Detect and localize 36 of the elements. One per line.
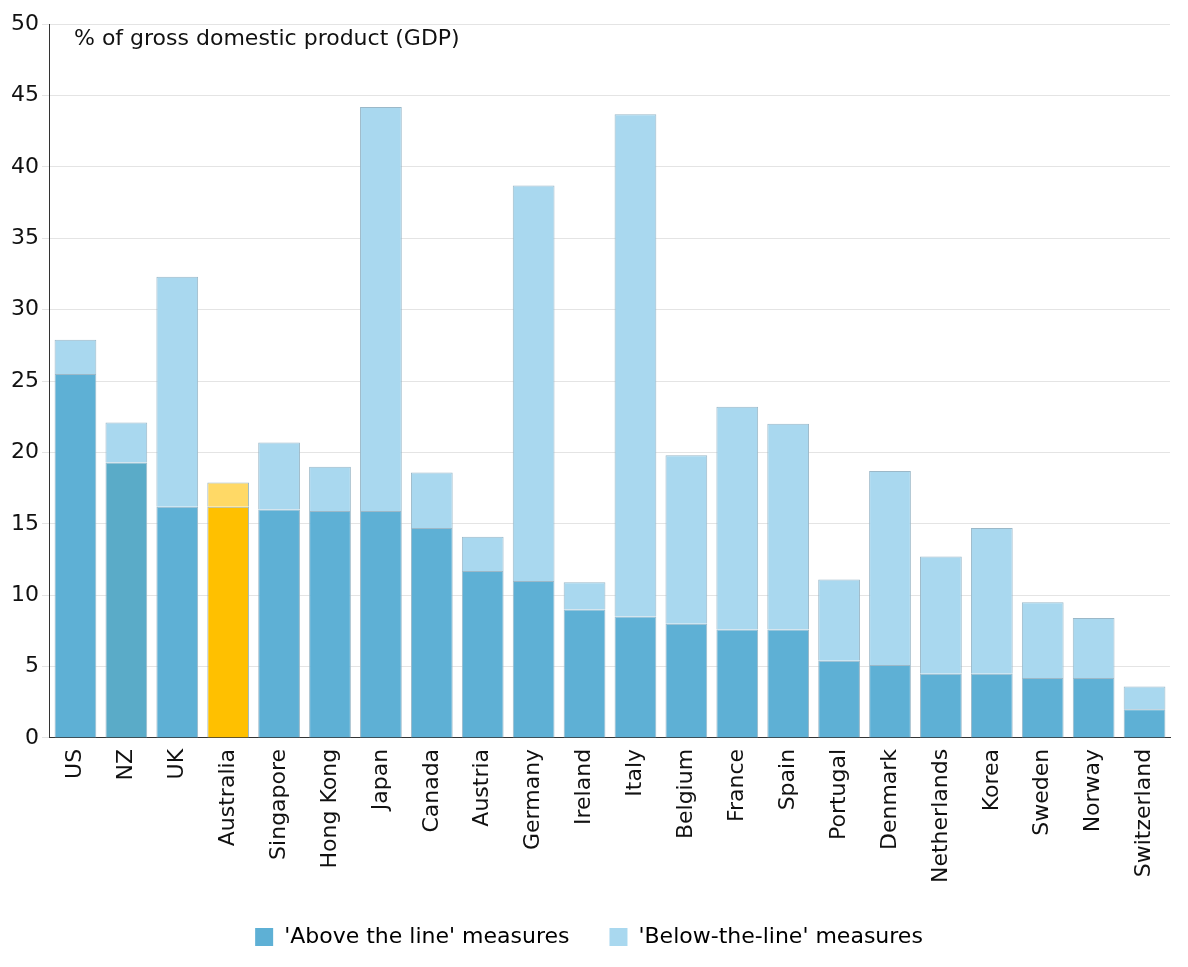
x-tick-label: Belgium <box>672 748 698 840</box>
x-tick-label: Ireland <box>570 748 596 825</box>
x-tick-label: NZ <box>112 748 138 781</box>
x-tick-label: Australia <box>213 748 239 847</box>
y-tick-label: 40 <box>10 152 39 178</box>
x-tick-label: Norway <box>1079 748 1105 833</box>
y-tick-label: 35 <box>10 224 39 250</box>
x-tick-label: Korea <box>977 748 1003 812</box>
x-tick-label: Hong Kong <box>315 748 341 869</box>
y-tick-label: 15 <box>10 509 39 535</box>
x-tick-label: Denmark <box>875 748 901 851</box>
x-tick-label: Japan <box>366 748 392 813</box>
x-tick-label: Canada <box>417 748 443 833</box>
y-tick-label: 5 <box>24 652 39 678</box>
x-tick-label: US <box>61 748 87 779</box>
x-tick-label: Italy <box>621 748 647 797</box>
y-tick-label: 45 <box>10 81 39 107</box>
x-tick-label: Germany <box>519 748 545 851</box>
x-tick-label: Sweden <box>1028 748 1054 836</box>
x-tick-label: Austria <box>468 748 494 827</box>
x-tick-label: Portugal <box>824 748 850 841</box>
y-tick-label: 30 <box>10 295 39 321</box>
y-tick-label: 20 <box>10 438 39 464</box>
x-tick-label: France <box>722 748 748 823</box>
y-tick-label: 10 <box>10 580 39 606</box>
x-tick-label: Singapore <box>264 748 290 860</box>
x-tick-label: Netherlands <box>926 748 952 883</box>
y-axis-title: % of gross domestic product (GDP) <box>73 24 460 50</box>
y-tick-label: 0 <box>24 723 39 749</box>
legend-label: 'Above the line' measures <box>284 922 570 948</box>
y-tick-label: 50 <box>10 9 39 35</box>
legend-label: 'Below-the-line' measures <box>638 922 923 948</box>
x-tick-label: Switzerland <box>1130 748 1156 878</box>
y-tick-label: 25 <box>10 366 39 392</box>
x-tick-label: Spain <box>773 748 799 811</box>
x-tick-label: UK <box>162 748 188 780</box>
